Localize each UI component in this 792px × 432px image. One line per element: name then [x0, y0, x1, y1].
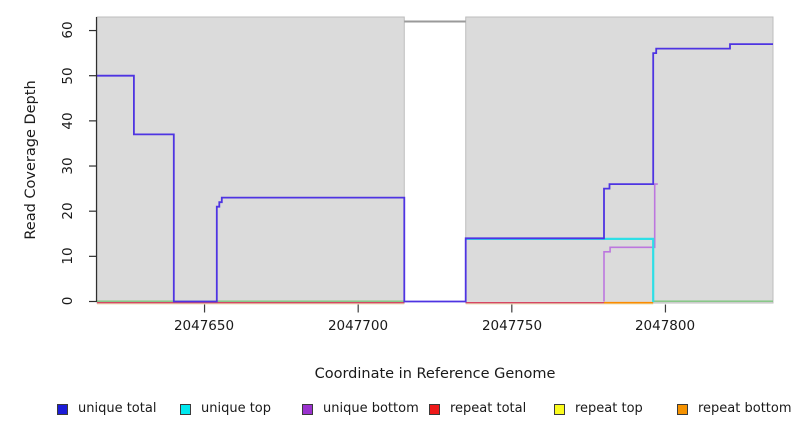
y-tick-label: 40 — [60, 112, 76, 130]
legend-label: repeat top — [575, 401, 643, 416]
legend-swatch-repeat-top-icon — [554, 403, 565, 415]
x-tick-label: 2047750 — [481, 318, 543, 334]
x-tick-label: 2047800 — [634, 318, 696, 334]
legend-item-repeat-top: repeat top — [554, 401, 643, 417]
legend-label: repeat bottom — [698, 401, 792, 416]
x-tick-label: 2047650 — [173, 318, 235, 334]
legend-swatch-repeat-bottom-icon — [677, 403, 688, 415]
legend-swatch-repeat-total-icon — [429, 403, 440, 415]
x-axis-title: Coordinate in Reference Genome — [314, 366, 556, 382]
y-axis-title: Read Coverage Depth — [23, 80, 39, 240]
legend-item-repeat-bottom: repeat bottom — [677, 401, 792, 417]
series-unique-bottom-line — [603, 183, 658, 302]
legend-item-unique-bottom: unique bottom — [302, 401, 419, 417]
legend-label: unique top — [201, 401, 272, 416]
y-tick-label: 30 — [60, 157, 76, 175]
legend-swatch-unique-total-icon — [57, 403, 68, 415]
legend-item-repeat-total: repeat total — [429, 401, 526, 417]
y-tick-label: 50 — [60, 67, 76, 85]
legend-label: unique bottom — [323, 401, 419, 416]
series-unique-total-line — [97, 43, 773, 303]
x-tick-label: 2047700 — [327, 318, 389, 334]
legend-item-unique-total: unique total — [57, 401, 156, 417]
legend-swatch-unique-bottom-icon — [302, 403, 313, 415]
legend-label: repeat total — [450, 401, 527, 416]
legend-label: unique total — [78, 401, 157, 416]
covered-region-left-region — [96, 16, 405, 304]
y-tick-label: 60 — [60, 21, 76, 39]
y-tick-label: 10 — [60, 247, 76, 265]
y-tick-label: 20 — [60, 202, 76, 220]
legend-item-unique-top: unique top — [180, 401, 271, 417]
covered-region-right-region — [465, 16, 774, 304]
y-tick-label: 0 — [60, 296, 76, 306]
legend-swatch-unique-top-icon — [180, 403, 191, 415]
